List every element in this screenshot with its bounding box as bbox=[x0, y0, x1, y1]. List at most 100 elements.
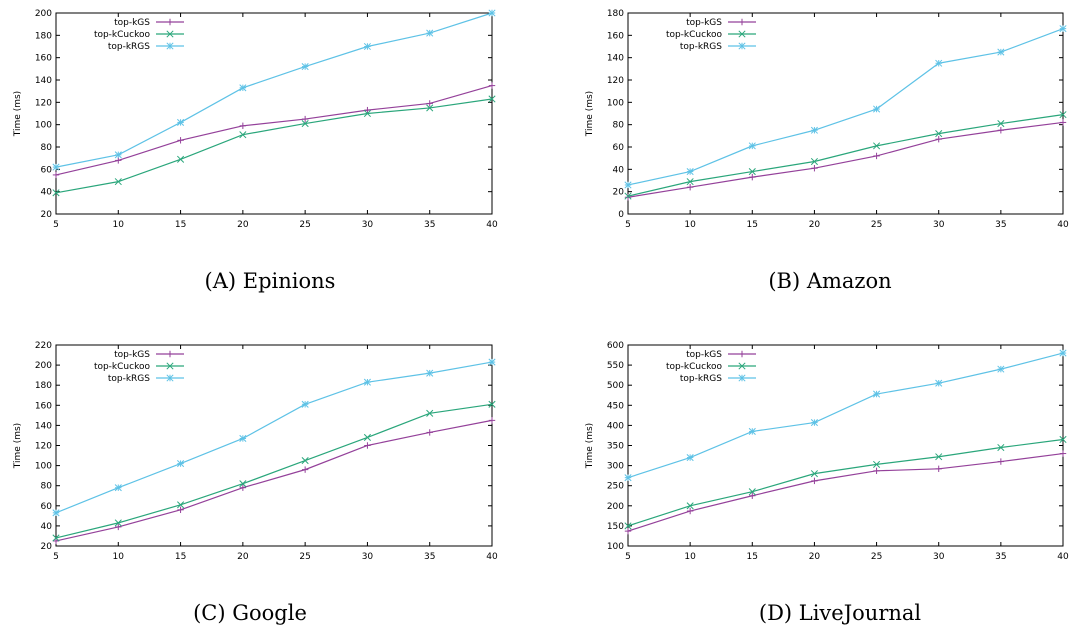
data-point bbox=[363, 42, 371, 51]
y-tick-label: 40 bbox=[41, 522, 53, 532]
data-point bbox=[52, 171, 60, 179]
legend-label: top-kRGS bbox=[680, 42, 722, 52]
data-point bbox=[997, 443, 1005, 452]
data-point bbox=[177, 460, 185, 468]
x-tick-label: 15 bbox=[175, 220, 186, 230]
x-tick-label: 40 bbox=[1057, 220, 1069, 230]
data-point bbox=[748, 168, 756, 176]
y-tick-label: 150 bbox=[607, 522, 624, 532]
y-tick-label: 100 bbox=[35, 462, 52, 472]
legend-swatch bbox=[728, 18, 756, 26]
data-point bbox=[624, 522, 632, 530]
data-point bbox=[177, 118, 185, 126]
y-tick-label: 500 bbox=[607, 381, 624, 391]
panel-caption: (B) Amazon bbox=[768, 269, 891, 293]
y-tick-label: 80 bbox=[613, 121, 625, 131]
data-point bbox=[177, 501, 185, 509]
x-tick-label: 30 bbox=[933, 220, 945, 230]
data-point bbox=[115, 157, 122, 164]
legend-swatch bbox=[156, 374, 184, 382]
data-point bbox=[426, 369, 434, 377]
data-point bbox=[624, 192, 632, 200]
data-point bbox=[935, 379, 943, 387]
y-tick-label: 120 bbox=[35, 98, 52, 108]
y-tick-label: 200 bbox=[35, 361, 52, 371]
series-top-kRGS bbox=[624, 349, 1067, 482]
legend-label: top-kCuckoo bbox=[94, 362, 151, 372]
panel-caption: (A) Epinions bbox=[205, 269, 336, 293]
legend-label: top-kGS bbox=[686, 18, 722, 28]
data-point bbox=[114, 178, 122, 186]
legend-label: top-kGS bbox=[114, 18, 150, 28]
y-axis-label: Time (ms) bbox=[13, 423, 23, 469]
x-tick-label: 20 bbox=[809, 220, 821, 230]
data-point bbox=[997, 458, 1005, 465]
data-point bbox=[935, 59, 943, 67]
data-point bbox=[301, 115, 309, 123]
data-point bbox=[811, 477, 818, 485]
legend-swatch bbox=[156, 18, 184, 26]
data-point bbox=[488, 417, 496, 424]
series-line bbox=[55, 419, 493, 542]
data-point bbox=[426, 29, 434, 37]
data-point bbox=[177, 155, 185, 163]
x-tick-label: 35 bbox=[995, 220, 1006, 230]
data-point bbox=[52, 534, 60, 542]
data-point bbox=[239, 480, 247, 488]
x-tick-label: 5 bbox=[53, 552, 59, 562]
plot-frame bbox=[627, 12, 1064, 215]
y-tick-label: 160 bbox=[35, 401, 52, 411]
series-line bbox=[627, 114, 1064, 197]
y-tick-label: 80 bbox=[41, 143, 53, 153]
y-tick-label: 100 bbox=[35, 121, 52, 131]
y-tick-label: 40 bbox=[41, 188, 53, 198]
data-point bbox=[52, 537, 60, 545]
y-tick-label: 200 bbox=[35, 9, 52, 19]
data-point bbox=[748, 488, 756, 496]
data-point bbox=[177, 506, 184, 514]
x-tick-label: 5 bbox=[625, 220, 631, 230]
series-line bbox=[55, 403, 493, 539]
x-tick-label: 15 bbox=[747, 552, 758, 562]
x-tick-label: 20 bbox=[237, 552, 249, 562]
y-tick-label: 100 bbox=[607, 542, 624, 552]
x-tick-label: 5 bbox=[53, 220, 59, 230]
data-point bbox=[749, 492, 756, 499]
x-tick-label: 20 bbox=[237, 220, 249, 230]
series-top-kGS bbox=[624, 450, 1067, 535]
x-tick-label: 25 bbox=[871, 552, 882, 562]
data-point bbox=[873, 390, 881, 398]
data-point bbox=[810, 157, 818, 166]
data-point bbox=[935, 135, 942, 143]
x-tick-label: 10 bbox=[113, 552, 125, 562]
x-tick-label: 35 bbox=[995, 552, 1006, 562]
data-point bbox=[364, 442, 371, 449]
legend-swatch bbox=[156, 350, 184, 358]
y-tick-label: 140 bbox=[607, 54, 624, 64]
series-top-kRGS bbox=[52, 358, 496, 517]
data-point bbox=[239, 434, 247, 443]
data-point bbox=[810, 470, 818, 478]
data-point bbox=[488, 358, 496, 366]
data-point bbox=[426, 409, 434, 417]
y-tick-label: 450 bbox=[607, 401, 624, 411]
y-tick-label: 600 bbox=[607, 341, 624, 351]
data-point bbox=[488, 82, 496, 89]
y-tick-label: 120 bbox=[35, 442, 52, 452]
y-tick-label: 300 bbox=[607, 462, 624, 472]
y-tick-label: 180 bbox=[607, 9, 624, 19]
y-tick-label: 180 bbox=[35, 381, 52, 391]
y-tick-label: 100 bbox=[607, 98, 624, 108]
data-point bbox=[239, 131, 247, 139]
series-line bbox=[627, 121, 1064, 198]
data-point bbox=[301, 119, 309, 128]
series-line bbox=[55, 85, 493, 176]
series-line bbox=[627, 352, 1064, 479]
y-tick-label: 20 bbox=[41, 210, 53, 220]
x-tick-label: 10 bbox=[113, 220, 125, 230]
series-line bbox=[627, 438, 1064, 527]
y-tick-label: 180 bbox=[35, 31, 52, 41]
x-tick-label: 40 bbox=[486, 552, 498, 562]
series-top-kGS bbox=[624, 119, 1067, 201]
data-point bbox=[935, 465, 942, 473]
